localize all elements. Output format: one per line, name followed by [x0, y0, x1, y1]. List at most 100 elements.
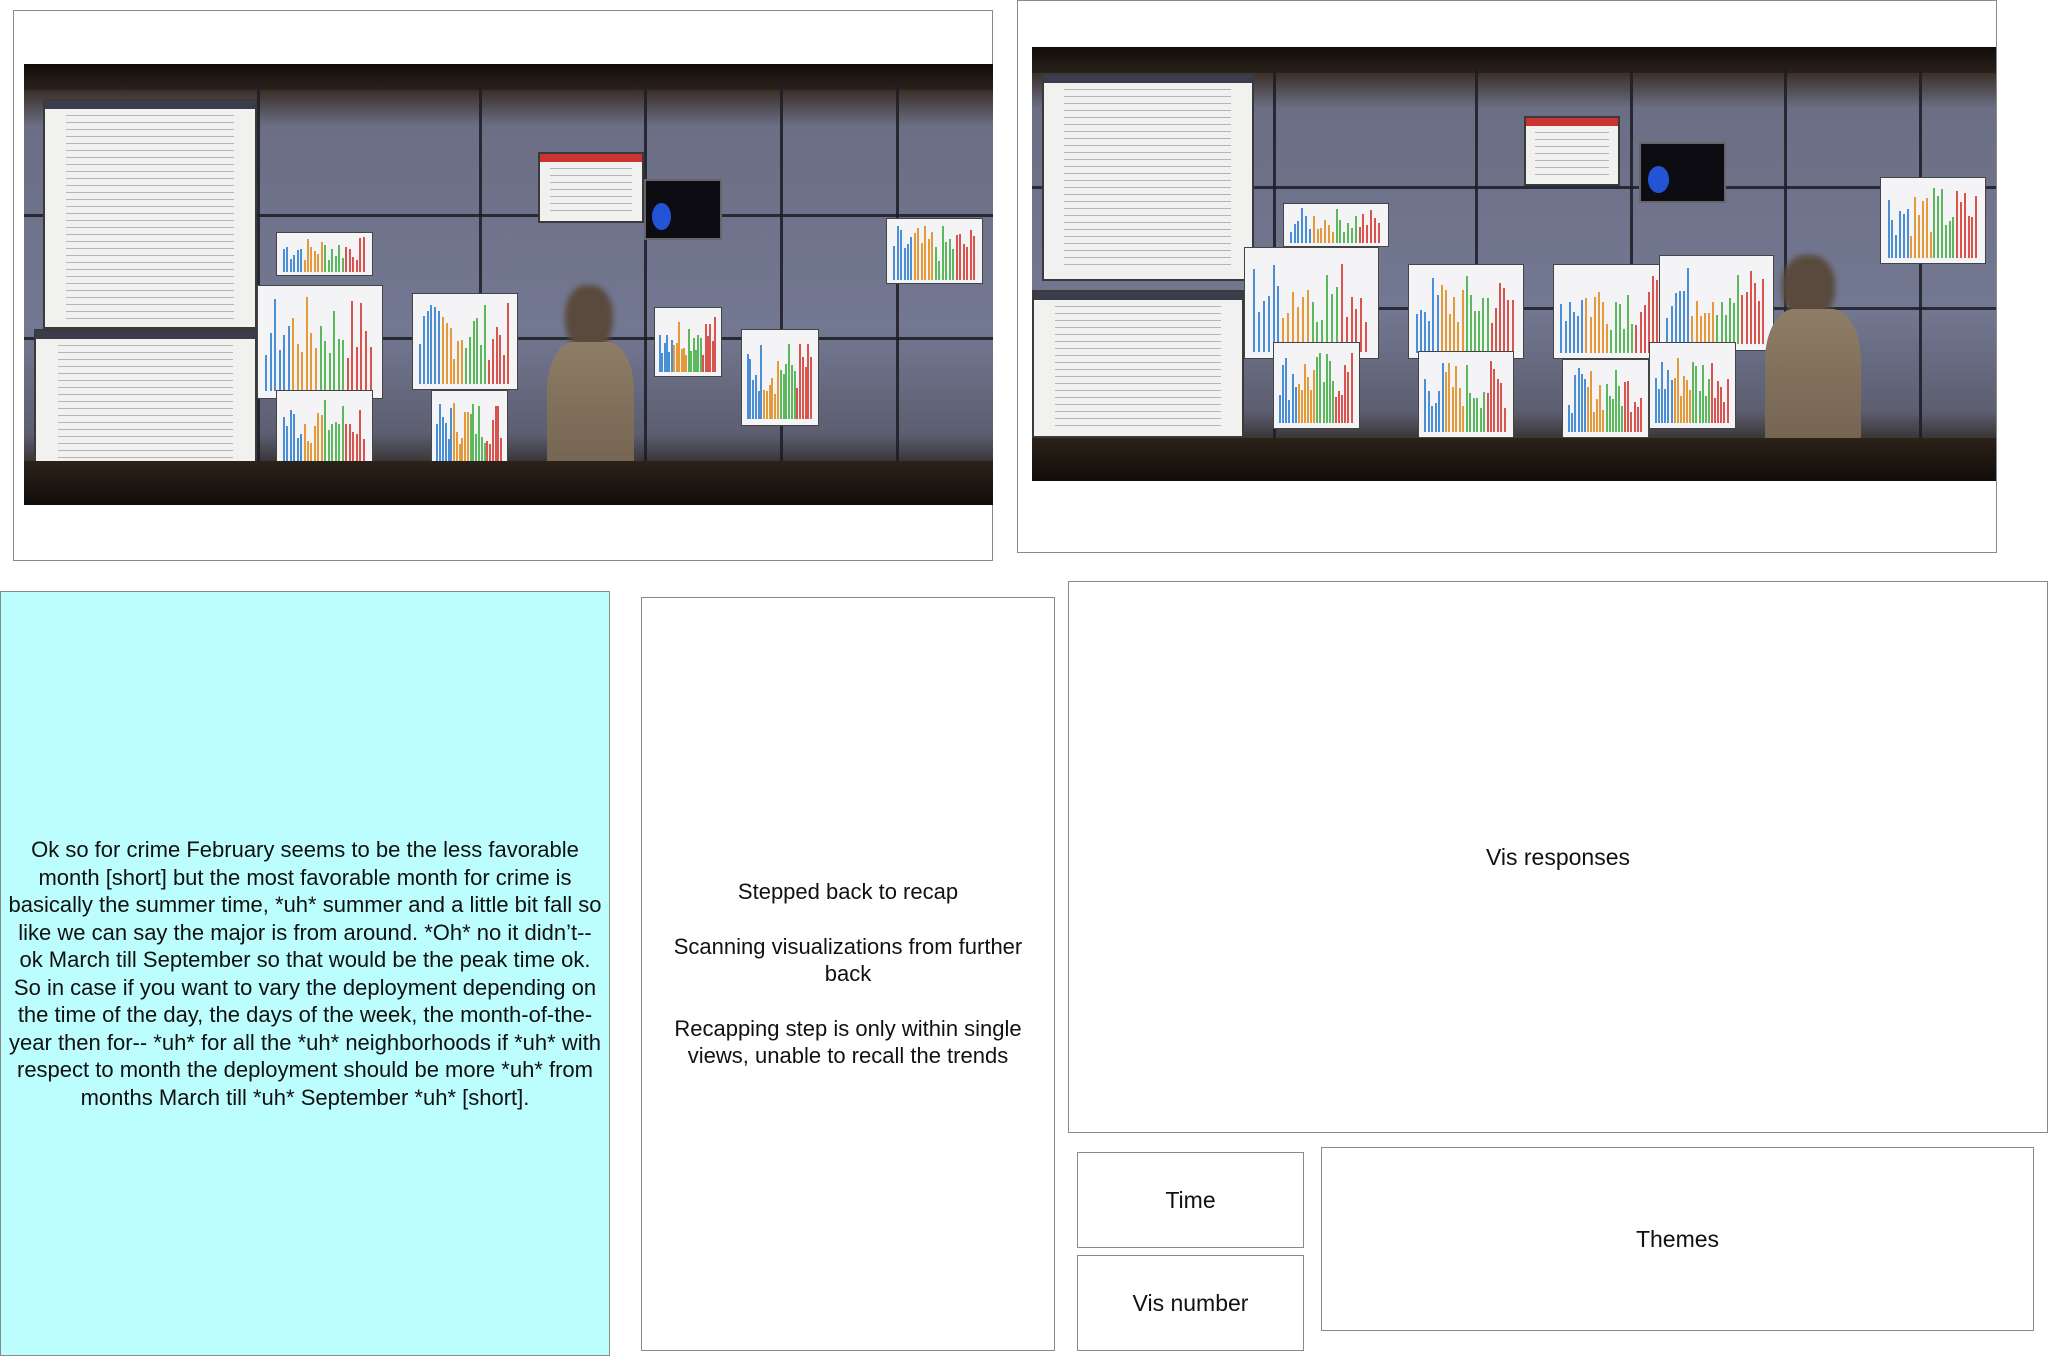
photo-chart-bar [1639, 398, 1642, 433]
photo-chart-bar [1618, 303, 1621, 353]
photo-chart-bar [1921, 201, 1924, 258]
photo-chart-bar [1583, 378, 1586, 433]
photo-chart-bar [1655, 377, 1658, 423]
photo-chart-bar [495, 326, 498, 384]
photo-chart-bar [491, 339, 494, 384]
photo-chart-bar [1643, 305, 1646, 353]
photo-chart-bar [1328, 225, 1330, 244]
note-line: Scanning visualizations from further bac… [673, 933, 1023, 987]
photo-chart-bar [1451, 387, 1454, 432]
photo-chart-bar [476, 317, 479, 384]
photo-chart-bar [287, 326, 290, 392]
photo-chart-bar [1670, 306, 1673, 345]
photo-chart-bar [1306, 290, 1309, 352]
photo-chart-bar [1673, 378, 1676, 423]
photo-chart-bar [1292, 291, 1295, 352]
photo-chart-bar [1344, 364, 1347, 423]
photo-chart-bar [1347, 223, 1350, 244]
photo-chart-bar [351, 300, 354, 392]
photo-chart-bar [1277, 286, 1280, 352]
photo-chart-bar [801, 357, 804, 419]
photo-chart-bar [1455, 366, 1458, 432]
photo-chart-bar [658, 334, 661, 372]
photo-chart-bar [1297, 221, 1300, 244]
photo-chart-bar [1469, 392, 1472, 432]
photo-chart-bar [768, 384, 771, 419]
photo-chart-bar [1331, 232, 1334, 244]
photo-chart-bar [472, 320, 475, 384]
photo-chart-bar [1723, 401, 1726, 423]
photo-chart-bar [1585, 297, 1588, 353]
photo-chart-bar [1960, 201, 1963, 258]
photo-chart-bar [917, 228, 920, 280]
photo-chart-bar [711, 340, 714, 372]
photo-chart-bar [1614, 369, 1617, 433]
chart-card [886, 218, 984, 285]
photo-chart-bar [666, 334, 669, 372]
photo-chart-bar [1910, 235, 1913, 258]
photo-chart-bar [1887, 199, 1890, 258]
photo-chart-bar [1448, 363, 1451, 432]
photo-chart-bar [1564, 320, 1567, 353]
photo-chart-bar [1478, 310, 1481, 353]
photo-chart-bar [274, 298, 277, 392]
vis-number-box: Vis number [1077, 1255, 1304, 1351]
photo-chart-bar [746, 354, 749, 419]
photo-chart-bar [333, 311, 336, 392]
photo-chart-bar [301, 351, 304, 392]
photo-chart-bar [1424, 379, 1427, 432]
task-description-window [1032, 290, 1245, 438]
photo-chart-bar [438, 310, 441, 384]
photo-chart-bar [489, 443, 492, 465]
photo-chart-bar [1664, 388, 1667, 423]
photo-chart-bar [341, 405, 344, 465]
photo-chart-bar [442, 417, 445, 465]
photo-chart-bar [1431, 405, 1434, 432]
photo-chart-bar [1724, 315, 1727, 345]
photo-chart-bar [1933, 187, 1936, 258]
photo-chart-bar [1308, 228, 1311, 244]
photo-chart-bar [1287, 313, 1290, 352]
photo-chart-bar [1350, 352, 1353, 423]
photo-chart-bar [1940, 189, 1943, 258]
photo-chart-bar [317, 413, 320, 465]
photo-chart-bar [1758, 300, 1761, 345]
photo-chart-bar [338, 424, 341, 465]
photo-chart-bar [1316, 356, 1319, 423]
photo-chart-bar [319, 326, 322, 392]
photo-chart-bar [487, 359, 490, 384]
photo-chart-bar [1373, 217, 1376, 244]
photo-chart-bar [1341, 394, 1344, 423]
photo-chart-bar [296, 250, 299, 273]
display-wall-photo-left [24, 64, 993, 505]
photo-chart-bar [1300, 389, 1303, 423]
data-description-window [1041, 73, 1254, 282]
photo-chart-bar [1507, 299, 1510, 353]
photo-chart-bar [359, 410, 362, 465]
photo-chart-bar [324, 340, 327, 392]
photo-chart-bar [1434, 403, 1437, 432]
photo-chart-bar [675, 342, 678, 372]
photo-chart-bar [790, 365, 793, 419]
photo-chart-bar [1424, 311, 1427, 353]
photo-chart-bar [369, 347, 372, 392]
photo-chart-bar [1674, 292, 1677, 345]
photo-chart-bar [1335, 208, 1338, 244]
photo-chart-bar [1296, 307, 1299, 352]
chart-card [1273, 342, 1360, 429]
photo-chart-bar [461, 339, 464, 384]
photo-chart-bar [1465, 275, 1468, 353]
photo-chart-bar [1436, 294, 1439, 353]
photo-chart-bar [668, 352, 671, 372]
photo-chart-bar [687, 329, 690, 372]
photo-chart-bar [472, 404, 475, 465]
photo-chart-bar [341, 257, 344, 273]
chart-card [275, 231, 373, 276]
photo-chart-bar [464, 347, 467, 384]
photo-chart-bar [1313, 369, 1316, 423]
photo-chart-bar [1331, 293, 1334, 352]
photo-chart-bar [702, 354, 705, 372]
vis-number-label: Vis number [1132, 1289, 1249, 1316]
photo-chart-bar [1568, 405, 1571, 433]
photo-chart-bar [1687, 267, 1690, 345]
